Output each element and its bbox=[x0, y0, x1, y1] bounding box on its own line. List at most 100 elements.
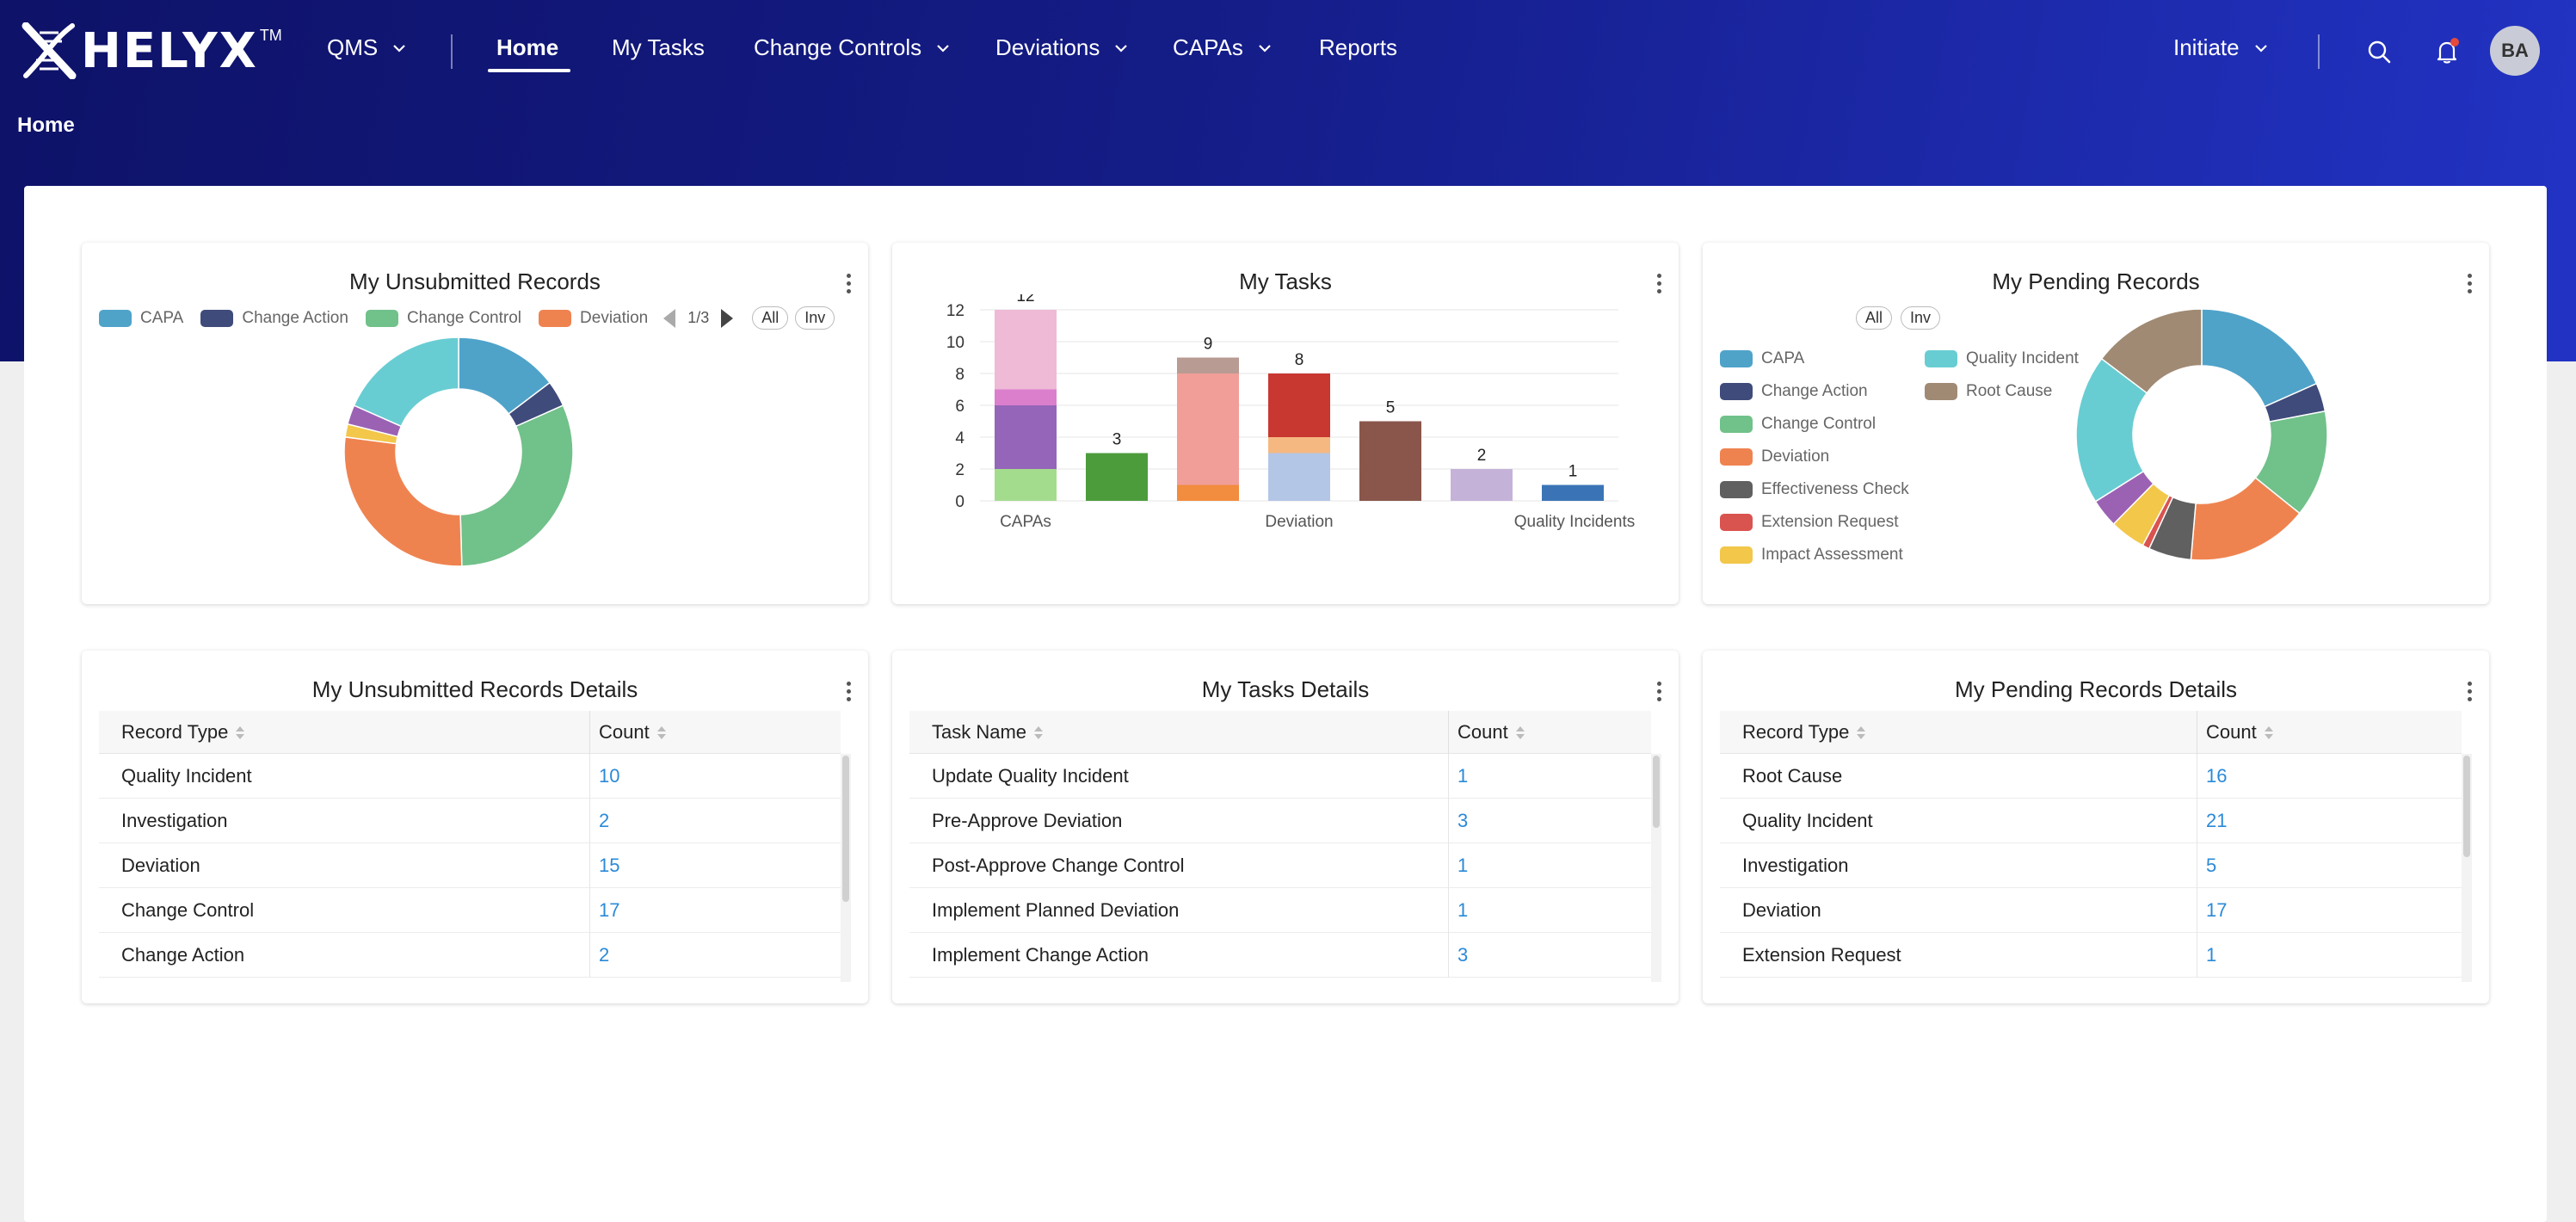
bar-segment[interactable] bbox=[995, 405, 1057, 469]
bar-segment[interactable] bbox=[995, 310, 1057, 390]
column-header-count[interactable]: Count bbox=[1448, 711, 1651, 754]
legend-item[interactable]: Effectiveness Check bbox=[1720, 473, 1909, 506]
table-row[interactable]: Implement Change Action 3 bbox=[909, 933, 1651, 978]
legend-item[interactable]: Extension Request bbox=[1720, 506, 1909, 539]
sort-icon[interactable] bbox=[235, 725, 245, 741]
sort-icon[interactable] bbox=[1515, 725, 1525, 741]
legend-item[interactable]: Impact Assessment bbox=[1720, 539, 1909, 571]
nav-qms[interactable]: QMS bbox=[327, 34, 409, 61]
scrollbar-thumb[interactable] bbox=[2463, 756, 2470, 857]
search-icon[interactable] bbox=[2364, 36, 2395, 67]
legend-item[interactable]: Change Control bbox=[365, 309, 521, 328]
table-scrollbar[interactable] bbox=[1651, 754, 1661, 982]
donut-slice-root-cause[interactable] bbox=[2100, 308, 2203, 394]
count-link[interactable]: 1 bbox=[1448, 754, 1651, 799]
table-row[interactable]: Quality Incident 10 bbox=[99, 754, 841, 799]
nav-change-controls[interactable]: Change Controls bbox=[754, 34, 952, 61]
bar-segment[interactable] bbox=[1177, 373, 1239, 485]
table-row[interactable]: Pre-Approve Deviation 3 bbox=[909, 799, 1651, 843]
more-options-icon[interactable] bbox=[844, 274, 853, 299]
legend-item[interactable]: Change Action bbox=[200, 309, 348, 328]
sort-icon[interactable] bbox=[1856, 725, 1866, 741]
bar-segment[interactable] bbox=[1268, 437, 1330, 454]
count-link[interactable]: 1 bbox=[2197, 933, 2462, 978]
legend-invert-button[interactable]: Inv bbox=[795, 306, 835, 330]
count-link[interactable]: 1 bbox=[1448, 888, 1651, 933]
nav-my-tasks[interactable]: My Tasks bbox=[612, 34, 705, 61]
legend-item[interactable]: Deviation bbox=[539, 309, 648, 328]
column-header-count[interactable]: Count bbox=[589, 711, 841, 754]
scrollbar-thumb[interactable] bbox=[842, 756, 849, 902]
sort-icon[interactable] bbox=[2264, 725, 2274, 741]
count-link[interactable]: 10 bbox=[589, 754, 841, 799]
nav-reports[interactable]: Reports bbox=[1319, 34, 1397, 61]
table-row[interactable]: Deviation 15 bbox=[99, 843, 841, 888]
table-row[interactable]: Root Cause 16 bbox=[1720, 754, 2462, 799]
count-link[interactable]: 16 bbox=[2197, 754, 2462, 799]
bar-segment[interactable] bbox=[1359, 421, 1421, 502]
donut-slice[interactable] bbox=[353, 336, 459, 428]
count-link[interactable]: 3 bbox=[1448, 933, 1651, 978]
table-row[interactable]: Investigation 2 bbox=[99, 799, 841, 843]
bar-segment[interactable] bbox=[1268, 453, 1330, 502]
table-row[interactable]: Implement Planned Deviation 1 bbox=[909, 888, 1651, 933]
count-link[interactable]: 3 bbox=[1448, 799, 1651, 843]
more-options-icon[interactable] bbox=[844, 682, 853, 707]
nav-deviations[interactable]: Deviations bbox=[995, 34, 1131, 61]
table-row[interactable]: Quality Incident 21 bbox=[1720, 799, 2462, 843]
legend-item[interactable]: CAPA bbox=[99, 309, 183, 328]
legend-invert-button[interactable]: Inv bbox=[1901, 306, 1941, 330]
column-header-task-name[interactable]: Task Name bbox=[909, 711, 1448, 754]
column-header-count[interactable]: Count bbox=[2197, 711, 2462, 754]
initiate-menu[interactable]: Initiate bbox=[2173, 34, 2271, 61]
table-scrollbar[interactable] bbox=[841, 754, 851, 982]
count-link[interactable]: 5 bbox=[2197, 843, 2462, 888]
table-row[interactable]: Extension Request 1 bbox=[1720, 933, 2462, 978]
donut-slice-change-control[interactable] bbox=[459, 404, 574, 567]
legend-item[interactable]: CAPA bbox=[1720, 343, 1909, 375]
bar-segment[interactable] bbox=[995, 389, 1057, 406]
legend-item[interactable]: Deviation bbox=[1720, 441, 1909, 473]
legend-all-button[interactable]: All bbox=[1856, 306, 1893, 330]
sort-icon[interactable] bbox=[656, 725, 667, 741]
legend-item[interactable]: Change Control bbox=[1720, 408, 1909, 441]
sort-icon[interactable] bbox=[1033, 725, 1044, 741]
table-row[interactable]: Update Quality Incident 1 bbox=[909, 754, 1651, 799]
user-avatar[interactable]: BA bbox=[2490, 26, 2540, 76]
table-scrollbar[interactable] bbox=[2462, 754, 2472, 982]
legend-item[interactable]: Quality Incident bbox=[1925, 343, 2079, 375]
legend-item[interactable]: Root Cause bbox=[1925, 375, 2079, 408]
legend-item[interactable]: Change Action bbox=[1720, 375, 1909, 408]
table-row[interactable]: Change Control 17 bbox=[99, 888, 841, 933]
column-header-record-type[interactable]: Record Type bbox=[99, 711, 589, 754]
scrollbar-thumb[interactable] bbox=[1653, 756, 1660, 828]
nav-home[interactable]: Home bbox=[496, 34, 558, 61]
count-link[interactable]: 2 bbox=[589, 799, 841, 843]
bar-segment[interactable] bbox=[1177, 484, 1239, 502]
bar-segment[interactable] bbox=[1086, 453, 1148, 502]
legend-prev-icon[interactable] bbox=[663, 308, 676, 328]
donut-slice-quality-incident[interactable] bbox=[2075, 357, 2148, 503]
bar-segment[interactable] bbox=[995, 469, 1057, 501]
table-row[interactable]: Deviation 17 bbox=[1720, 888, 2462, 933]
column-header-record-type[interactable]: Record Type bbox=[1720, 711, 2197, 754]
bar-segment[interactable] bbox=[1451, 469, 1513, 501]
count-link[interactable]: 15 bbox=[589, 843, 841, 888]
table-row[interactable]: Post-Approve Change Control 1 bbox=[909, 843, 1651, 888]
legend-next-icon[interactable] bbox=[721, 308, 734, 328]
table-row[interactable]: Change Action 2 bbox=[99, 933, 841, 978]
legend-all-button[interactable]: All bbox=[752, 306, 789, 330]
bar-segment[interactable] bbox=[1542, 484, 1604, 502]
more-options-icon[interactable] bbox=[2465, 682, 2474, 707]
count-link[interactable]: 2 bbox=[589, 933, 841, 978]
more-options-icon[interactable] bbox=[1655, 274, 1663, 299]
more-options-icon[interactable] bbox=[2465, 274, 2474, 299]
count-link[interactable]: 21 bbox=[2197, 799, 2462, 843]
count-link[interactable]: 17 bbox=[2197, 888, 2462, 933]
nav-capas[interactable]: CAPAs bbox=[1173, 34, 1274, 61]
table-row[interactable]: Investigation 5 bbox=[1720, 843, 2462, 888]
count-link[interactable]: 17 bbox=[589, 888, 841, 933]
bar-segment[interactable] bbox=[1268, 373, 1330, 437]
helyx-logo[interactable]: HELYX TM bbox=[19, 22, 282, 79]
more-options-icon[interactable] bbox=[1655, 682, 1663, 707]
